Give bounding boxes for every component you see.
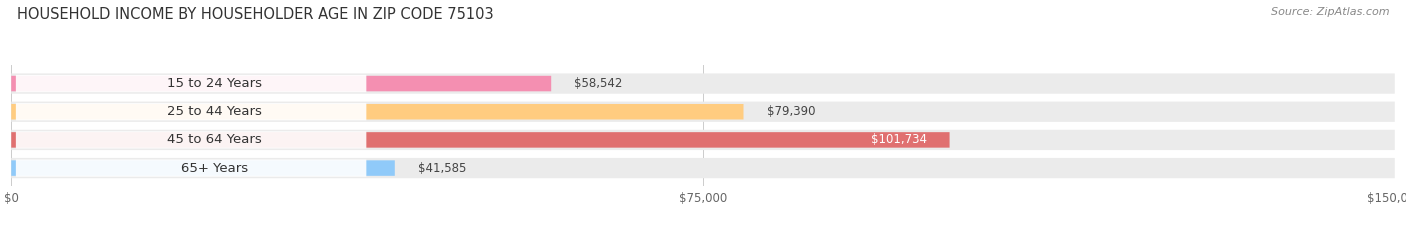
FancyBboxPatch shape	[15, 159, 367, 177]
FancyBboxPatch shape	[11, 130, 1395, 150]
FancyBboxPatch shape	[15, 103, 367, 120]
FancyBboxPatch shape	[15, 75, 367, 92]
Text: $41,585: $41,585	[418, 161, 467, 175]
FancyBboxPatch shape	[11, 102, 1395, 122]
FancyBboxPatch shape	[11, 160, 395, 176]
Text: 45 to 64 Years: 45 to 64 Years	[167, 134, 262, 146]
Text: Source: ZipAtlas.com: Source: ZipAtlas.com	[1271, 7, 1389, 17]
Text: $79,390: $79,390	[766, 105, 815, 118]
Text: 65+ Years: 65+ Years	[180, 161, 247, 175]
FancyBboxPatch shape	[11, 158, 1395, 178]
FancyBboxPatch shape	[11, 132, 949, 148]
FancyBboxPatch shape	[11, 73, 1395, 94]
Text: $101,734: $101,734	[870, 134, 927, 146]
Text: 25 to 44 Years: 25 to 44 Years	[167, 105, 262, 118]
Text: 15 to 24 Years: 15 to 24 Years	[167, 77, 262, 90]
Text: HOUSEHOLD INCOME BY HOUSEHOLDER AGE IN ZIP CODE 75103: HOUSEHOLD INCOME BY HOUSEHOLDER AGE IN Z…	[17, 7, 494, 22]
FancyBboxPatch shape	[11, 76, 551, 91]
FancyBboxPatch shape	[15, 131, 367, 148]
Text: $58,542: $58,542	[574, 77, 623, 90]
FancyBboxPatch shape	[11, 104, 744, 120]
